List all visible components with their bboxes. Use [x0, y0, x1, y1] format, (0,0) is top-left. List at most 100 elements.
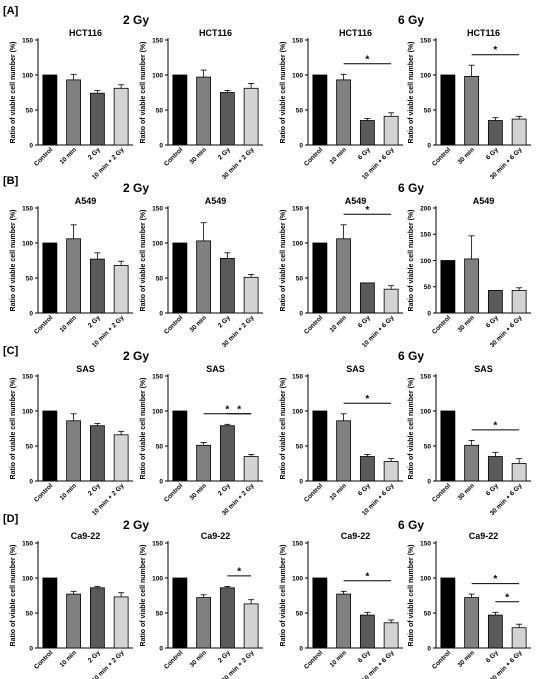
- significance-star: *: [493, 420, 497, 431]
- x-tick-label: 6 Gy: [357, 314, 372, 329]
- x-tick-label: 6 Gy: [357, 649, 372, 664]
- y-tick-label: 0: [29, 310, 33, 317]
- y-tick-label: 150: [152, 37, 163, 44]
- y-tick-label: 0: [299, 478, 303, 485]
- x-tick-label: Control: [33, 649, 54, 670]
- y-axis-label: Ratio of viable cell number (%): [408, 545, 415, 647]
- y-tick-label: 0: [299, 142, 303, 149]
- dose-label-a-left: 2 Gy: [123, 13, 149, 27]
- chart-title: SAS: [206, 364, 225, 374]
- bar: [464, 258, 480, 314]
- chart-title: SAS: [76, 364, 95, 374]
- bar: [440, 410, 456, 482]
- x-tick-label: 6 Gy: [485, 314, 500, 329]
- bar: [172, 577, 188, 649]
- x-tick-label: 30 min: [457, 649, 477, 669]
- panel-label-c: [C]: [3, 345, 19, 357]
- bar: [243, 456, 259, 482]
- bar: [487, 456, 503, 482]
- chart-title: Ca9-22: [469, 531, 499, 541]
- bar: [196, 240, 212, 314]
- y-tick-label: 0: [159, 310, 163, 317]
- y-axis-label: Ratio of viable cell number (%): [140, 378, 147, 480]
- panel-label-a: [A]: [3, 5, 19, 17]
- bar: [312, 577, 328, 649]
- y-tick-label: 0: [299, 645, 303, 652]
- y-tick-label: 50: [26, 275, 34, 282]
- bar: [511, 463, 527, 482]
- chart-title: HCT116: [467, 28, 500, 38]
- dose-label-d-right: 6 Gy: [398, 518, 424, 532]
- chart-13: Ca9-22 Ratio of viable cell number (%) 0 50…: [10, 531, 133, 679]
- chart-title: A549: [345, 196, 367, 206]
- y-tick-label: 50: [424, 610, 432, 617]
- significance-star: *: [365, 394, 369, 405]
- x-tick-label: 2 Gy: [87, 649, 102, 664]
- dose-label-b-right: 6 Gy: [398, 181, 424, 195]
- chart-8: A549 Ratio of viable cell number (%) 0 50 10…: [408, 196, 531, 349]
- chart-10: SAS Ratio of viable cell number (%) 0 50 100…: [140, 364, 263, 517]
- bar: [464, 76, 480, 146]
- chart-title: A549: [75, 196, 97, 206]
- chart-title: HCT116: [69, 28, 102, 38]
- bar: [243, 276, 259, 314]
- bar: [42, 242, 58, 314]
- bar: [113, 596, 129, 649]
- y-tick-label: 100: [420, 408, 431, 415]
- y-tick-label: 50: [296, 610, 304, 617]
- x-tick-label: 6 Gy: [485, 146, 500, 161]
- x-tick-label: 30 min: [457, 314, 477, 334]
- x-tick-label: 10 min: [59, 649, 79, 669]
- y-tick-label: 0: [427, 142, 431, 149]
- y-axis-label: Ratio of viable cell number (%): [408, 42, 415, 144]
- x-tick-label: 10 min: [329, 649, 349, 669]
- y-tick-label: 100: [152, 240, 163, 247]
- bar: [440, 74, 456, 146]
- x-tick-label: 6 Gy: [357, 482, 372, 497]
- x-tick-label: Control: [163, 482, 184, 503]
- significance-star: *: [493, 45, 497, 56]
- bar: [336, 593, 352, 649]
- x-tick-label: Control: [431, 482, 452, 503]
- bar: [511, 627, 527, 649]
- x-tick-label: 10 min: [59, 314, 79, 334]
- x-tick-label: 30 min: [189, 649, 209, 669]
- y-tick-label: 50: [296, 107, 304, 114]
- y-axis-label: Ratio of viable cell number (%): [140, 42, 147, 144]
- bar: [219, 257, 235, 314]
- bar: [42, 410, 58, 482]
- y-tick-label: 150: [292, 540, 303, 547]
- y-tick-label: 150: [420, 540, 431, 547]
- y-tick-label: 0: [29, 478, 33, 485]
- bar: [66, 420, 82, 482]
- y-tick-label: 100: [152, 72, 163, 79]
- chart-16: Ca9-22 Ratio of viable cell number (%) 0 50…: [408, 531, 531, 679]
- bar: [487, 120, 503, 146]
- significance-star: *: [365, 205, 369, 216]
- bar: [312, 74, 328, 146]
- y-axis-label: Ratio of viable cell number (%): [10, 545, 17, 647]
- y-tick-label: 150: [152, 205, 163, 212]
- y-tick-label: 50: [156, 443, 164, 450]
- dose-label-c-left: 2 Gy: [123, 349, 149, 363]
- x-tick-label: Control: [303, 482, 324, 503]
- bar: [440, 577, 456, 649]
- x-tick-label: Control: [303, 146, 324, 167]
- bar: [464, 597, 480, 649]
- x-tick-label: 10 min: [329, 482, 349, 502]
- panel-label-d: [D]: [3, 513, 19, 525]
- dose-label-d-left: 2 Gy: [123, 518, 149, 532]
- chart-5: A549 Ratio of viable cell number (%) 0 50 10…: [10, 196, 133, 349]
- x-tick-label: 2 Gy: [87, 314, 102, 329]
- y-tick-label: 50: [26, 610, 34, 617]
- x-tick-label: 30 min: [457, 146, 477, 166]
- x-tick-label: 6 Gy: [357, 146, 372, 161]
- bar: [359, 614, 375, 649]
- bar: [172, 410, 188, 482]
- charts-group: HCT116 Ratio of viable cell number (%) 0 50…: [10, 28, 531, 679]
- y-tick-label: 50: [26, 107, 34, 114]
- y-tick-label: 50: [424, 284, 432, 291]
- bar: [113, 264, 129, 314]
- y-tick-label: 150: [22, 37, 33, 44]
- y-tick-label: 100: [22, 575, 33, 582]
